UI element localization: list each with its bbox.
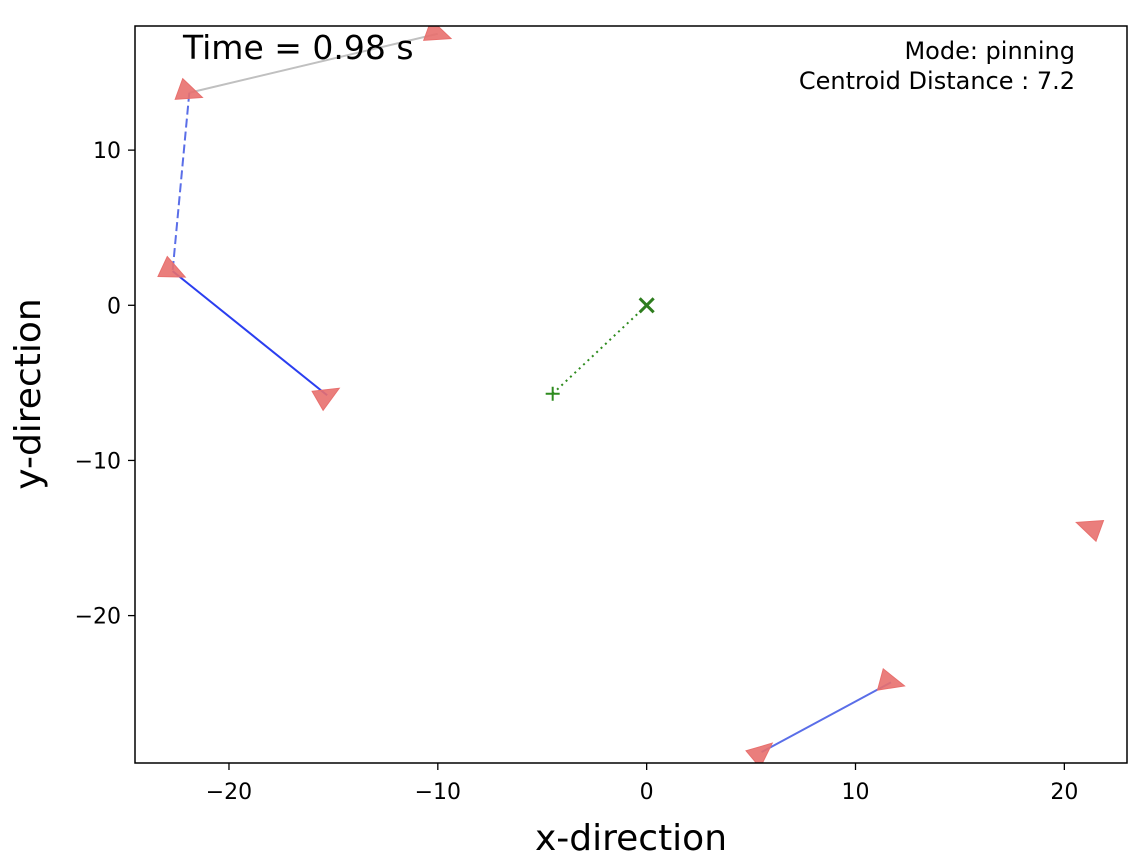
y-tick-label: −10 — [75, 449, 121, 474]
agent-link — [171, 92, 191, 272]
agent-marker — [745, 742, 774, 763]
target-marker — [638, 297, 655, 314]
y-tick-label: 0 — [107, 294, 121, 319]
agent-link — [189, 32, 439, 94]
agent-marker — [311, 387, 341, 412]
agent-marker — [174, 77, 204, 100]
time-annotation: Time = 0.98 s — [182, 28, 414, 67]
x-tick-label: 0 — [640, 780, 654, 805]
centroid-distance-annotation: Centroid Distance : 7.2 — [799, 67, 1075, 95]
x-tick-label: −20 — [206, 780, 252, 805]
agent-marker — [157, 255, 187, 278]
ticks-layer: −20 −10 0 10 20 −20 −10 0 10 — [75, 139, 1079, 805]
y-axis-title: y-direction — [8, 298, 49, 489]
x-axis-title: x-direction — [535, 818, 727, 859]
y-tick-label: −20 — [75, 605, 121, 630]
agent-marker — [876, 667, 906, 691]
centroid-layer — [545, 297, 655, 401]
plot-background — [135, 26, 1127, 763]
agents-layer — [157, 26, 1105, 763]
x-tick-label: 20 — [1050, 780, 1078, 805]
agent-marker — [1075, 520, 1105, 543]
links-layer — [171, 32, 892, 754]
agent-marker — [422, 26, 453, 41]
plot-frame — [134, 25, 1128, 764]
mode-annotation: Mode: pinning — [904, 37, 1075, 65]
centroid-marker — [545, 386, 560, 401]
y-tick-label: 10 — [93, 139, 121, 164]
agent-link — [171, 270, 328, 397]
agent-link — [761, 681, 892, 754]
x-tick-label: 10 — [842, 780, 870, 805]
x-tick-label: −10 — [415, 780, 461, 805]
